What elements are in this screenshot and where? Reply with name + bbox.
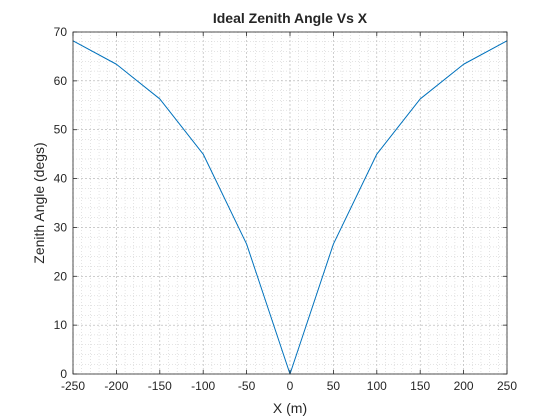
axes-background	[73, 32, 507, 374]
y-tick-label: 60	[54, 74, 68, 88]
y-tick-label: 70	[54, 25, 68, 39]
y-tick-label: 0	[60, 367, 67, 381]
y-tick-label: 10	[54, 318, 68, 332]
x-tick-label: 0	[287, 379, 294, 393]
y-axis-label: Zenith Angle (degs)	[31, 142, 47, 263]
x-tick-label: -150	[148, 379, 172, 393]
x-tick-label: 100	[367, 379, 387, 393]
x-tick-label: 150	[410, 379, 430, 393]
y-tick-label: 20	[54, 269, 68, 283]
plot-area: -250 -200 -150 -100 -50 0 50 100 150 200 250 0 10 20 3…	[54, 25, 518, 393]
chart-title: Ideal Zenith Angle Vs X	[213, 10, 368, 26]
x-axis-label: X (m)	[273, 400, 307, 416]
y-tick-label: 40	[54, 172, 68, 186]
x-tick-label: 50	[327, 379, 341, 393]
x-tick-label: -200	[104, 379, 128, 393]
x-tick-label: 250	[497, 379, 517, 393]
y-tick-label: 50	[54, 123, 68, 137]
x-tick-label: -50	[238, 379, 256, 393]
x-tick-label: -100	[191, 379, 215, 393]
y-tick-label: 30	[54, 220, 68, 234]
ticks: -250 -200 -150 -100 -50 0 50 100 150 200 250 0 10 20 3…	[54, 25, 518, 393]
x-tick-label: 200	[454, 379, 474, 393]
x-tick-label: -250	[61, 379, 85, 393]
